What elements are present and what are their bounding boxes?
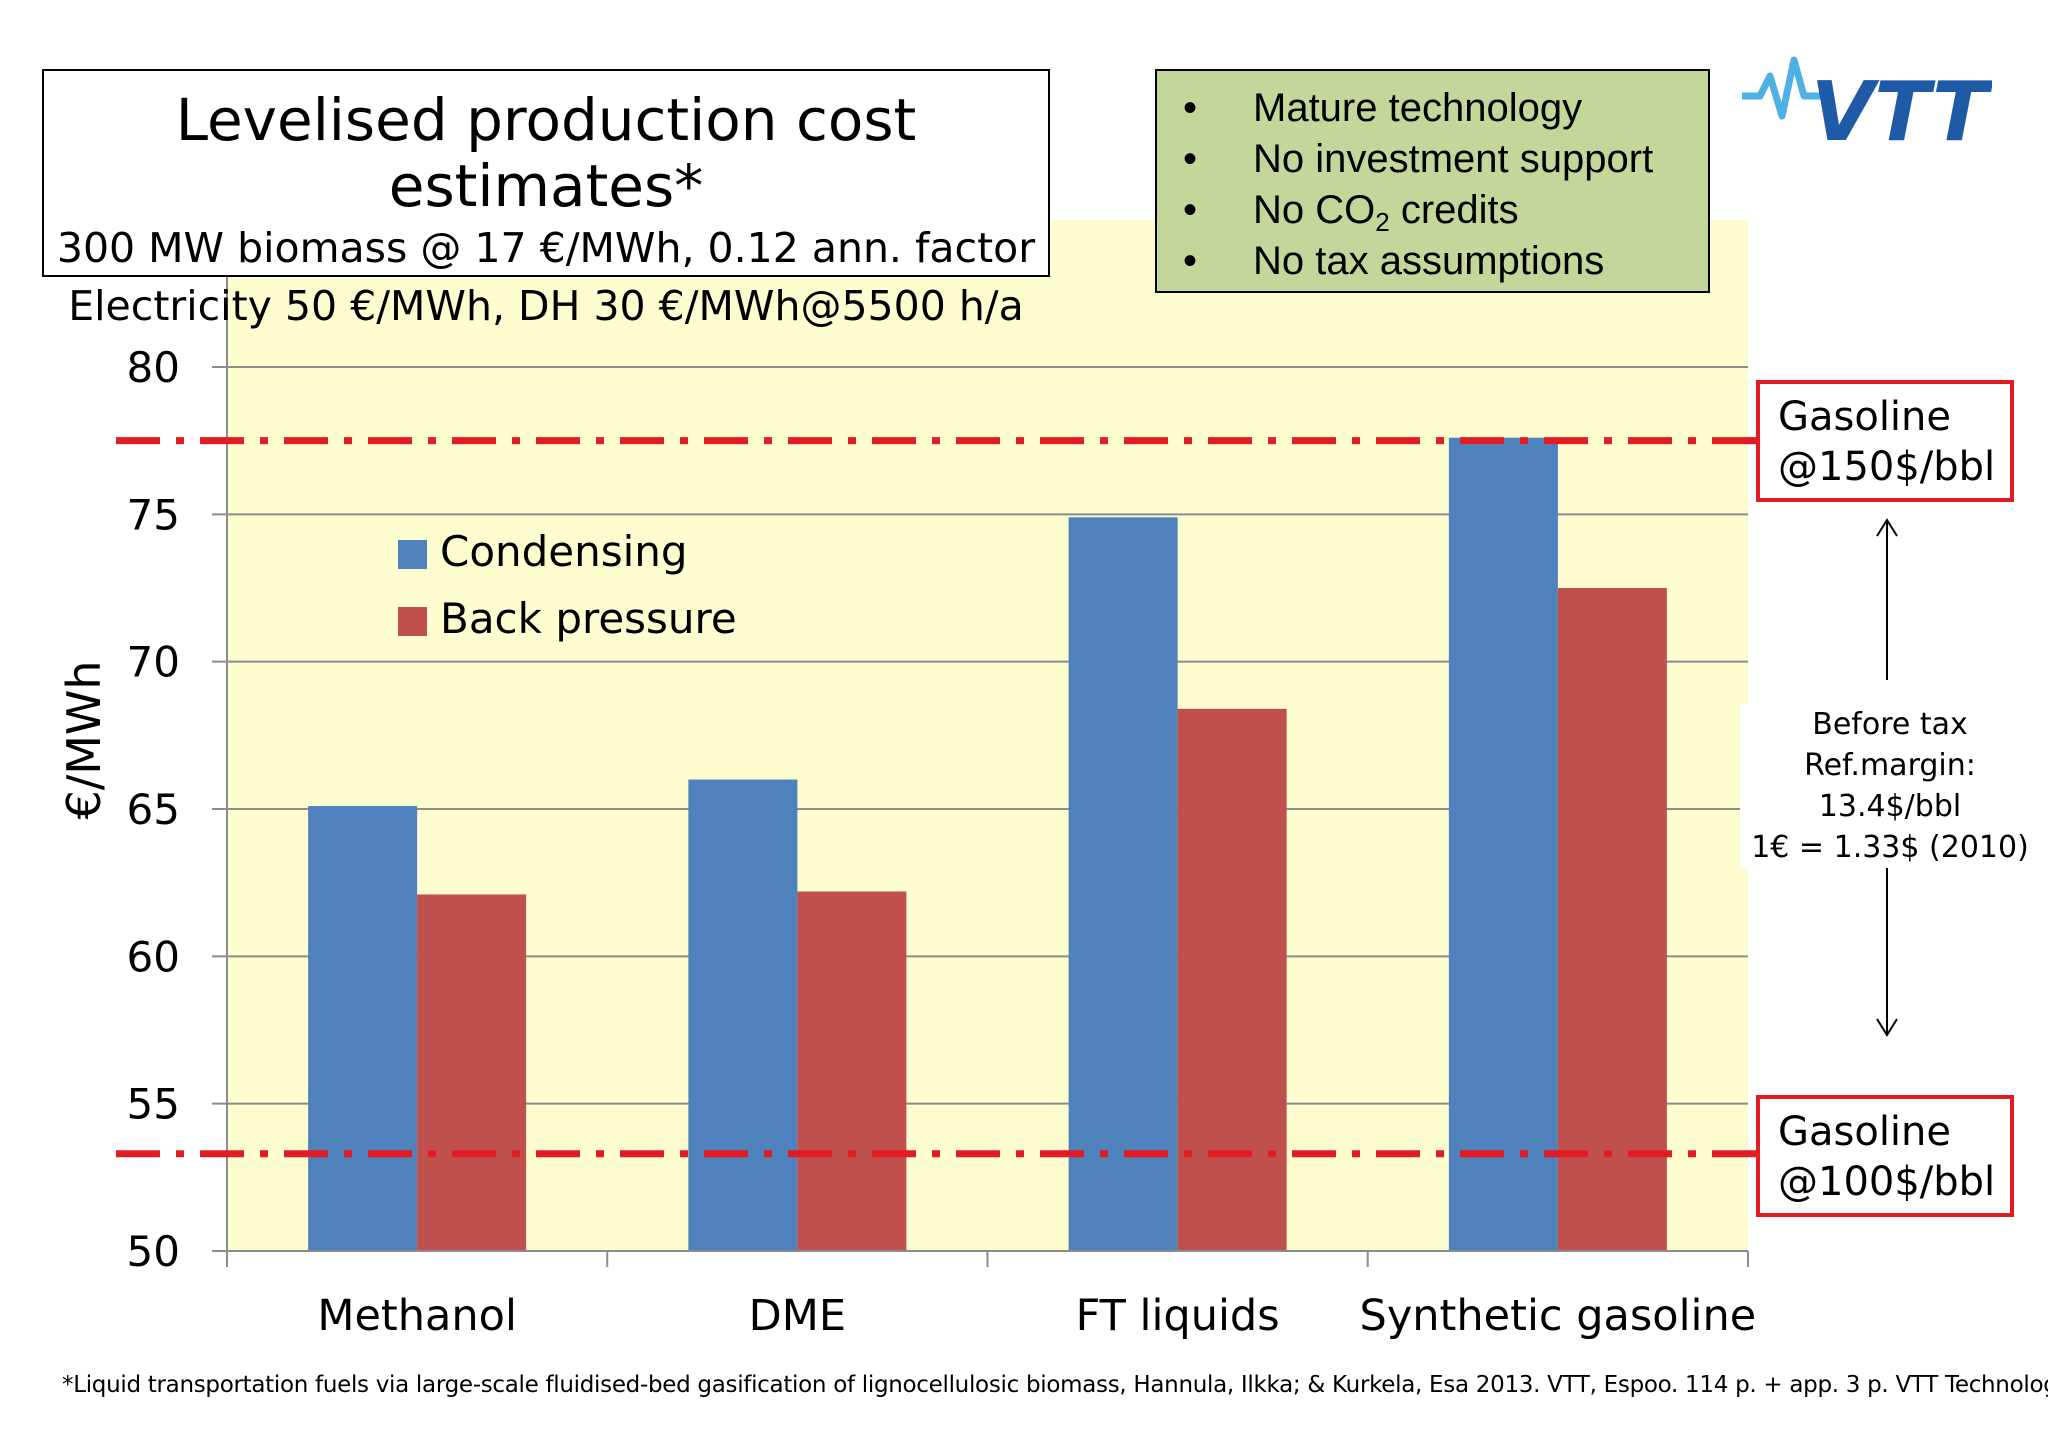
legend: Condensing Back pressure xyxy=(398,527,737,643)
axes: 50 55 60 65 70 75 80 Methanol DME FT liquids Synth… xyxy=(127,220,1757,1341)
subtitle-electricity: Electricity 50 €/MWh, DH 30 €/MWh@5500 h… xyxy=(68,282,1024,330)
legend-label: Back pressure xyxy=(440,594,737,643)
bullet-icon: • xyxy=(1182,137,1197,181)
assumption-item: • No CO2 credits xyxy=(1175,185,1708,236)
assumptions-box: • Mature technology • No investment suppor… xyxy=(1155,69,1710,293)
source-footnote: *Liquid transportation fuels via large-s… xyxy=(62,1372,2048,1398)
bullet-icon: • xyxy=(1182,188,1197,232)
assumption-item: • No investment support xyxy=(1175,134,1708,185)
bar-condensing xyxy=(308,806,418,1251)
x-tick-label: Methanol xyxy=(317,1291,517,1341)
bullet-icon: • xyxy=(1182,86,1197,130)
bar-back-pressure xyxy=(797,891,907,1251)
x-tick-label: FT liquids xyxy=(1076,1291,1280,1341)
bar-condensing xyxy=(1068,517,1178,1251)
chart-title: Levelised production cost estimates* xyxy=(175,86,917,220)
y-tick-label: 80 xyxy=(127,343,180,392)
legend-label: Condensing xyxy=(440,527,688,576)
margin-note: Before tax Ref.margin: 13.4$/bbl 1€ = 1.… xyxy=(1740,704,2040,868)
subtitle-biomass: 300 MW biomass @ 17 €/MWh, 0.12 ann. fac… xyxy=(56,224,1036,272)
bar-back-pressure xyxy=(1177,708,1287,1251)
up-arrow-icon xyxy=(1876,518,1898,537)
y-tick-label: 65 xyxy=(127,785,180,834)
bar-back-pressure xyxy=(417,894,527,1251)
y-tick-label: 55 xyxy=(127,1080,180,1129)
x-tick-label: Synthetic gasoline xyxy=(1360,1291,1757,1341)
gasoline-100-box: Gasoline @100$/bbl xyxy=(1756,1095,2014,1217)
x-tick-label: DME xyxy=(749,1291,846,1341)
vtt-logo: VTT xyxy=(1742,56,1992,148)
y-tick-label: 60 xyxy=(127,932,180,981)
logo-text: VTT xyxy=(1811,65,1992,148)
margin-arrows xyxy=(1876,518,1898,1037)
reference-lines xyxy=(116,437,1760,1158)
y-tick-label: 75 xyxy=(127,490,180,539)
y-tick-label: 70 xyxy=(127,638,180,687)
y-tick-label: 50 xyxy=(127,1227,180,1276)
legend-swatch xyxy=(398,540,427,569)
y-axis-label: €/MWh xyxy=(57,660,111,819)
gasoline-150-box: Gasoline @150$/bbl xyxy=(1756,380,2014,502)
assumption-item: • Mature technology xyxy=(1175,83,1708,134)
assumption-item: • No tax assumptions xyxy=(1175,236,1708,287)
bar-back-pressure xyxy=(1557,588,1667,1251)
title-box: Levelised production cost estimates* 300… xyxy=(42,69,1050,330)
bars xyxy=(308,437,1667,1252)
bar-condensing xyxy=(1448,437,1558,1252)
bullet-icon: • xyxy=(1182,239,1197,283)
legend-swatch xyxy=(398,607,427,636)
bar-condensing xyxy=(688,779,798,1251)
down-arrow-icon xyxy=(1876,1018,1898,1037)
